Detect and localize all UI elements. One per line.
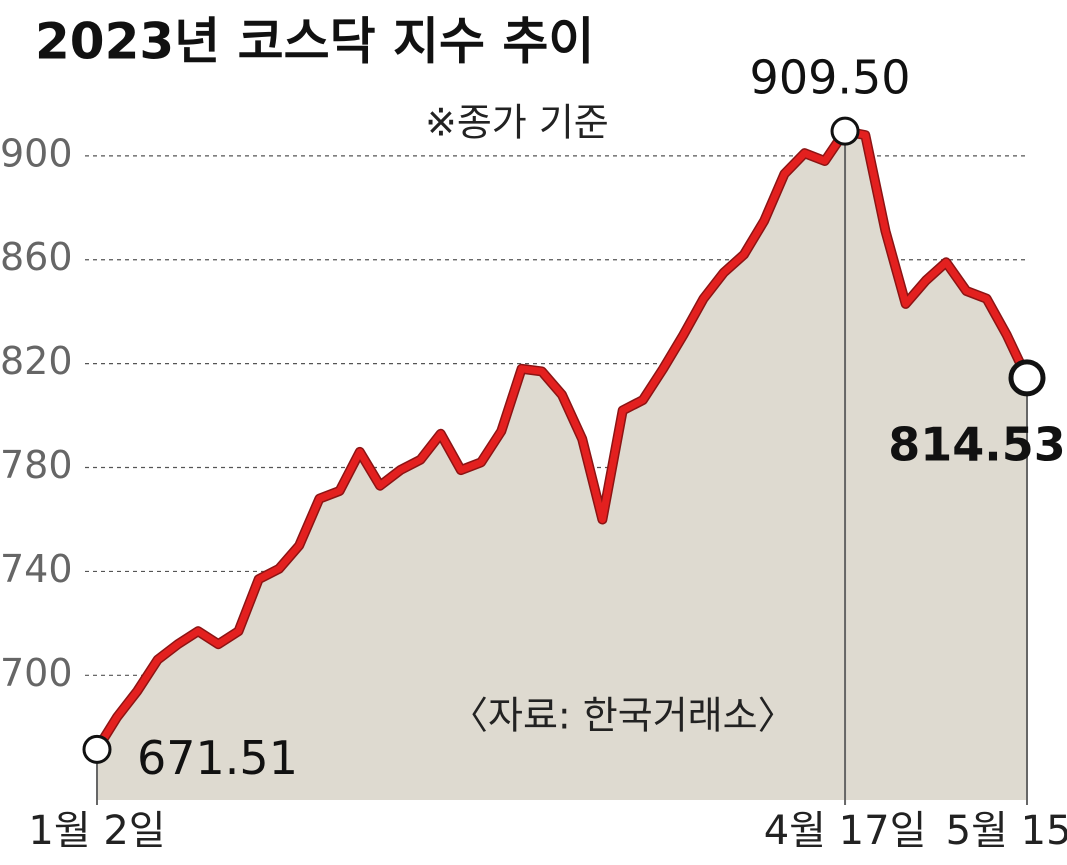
- y-tick-label: 900: [0, 131, 73, 175]
- chart-subtitle: ※종가 기준: [425, 101, 609, 145]
- value-label: 671.51: [137, 731, 298, 785]
- y-tick-label: 740: [0, 547, 73, 591]
- chart-title: 2023년 코스닥 지수 추이: [35, 13, 594, 71]
- line: [94, 127, 1031, 752]
- x-tick-label: 4월 17일: [764, 808, 927, 854]
- value-label: 814.53: [888, 417, 1066, 471]
- x-tick-label: 1월 2일: [28, 808, 165, 854]
- y-tick-label: 700: [0, 651, 73, 695]
- value-label: 909.50: [750, 51, 911, 105]
- y-tick-label: 820: [0, 339, 73, 383]
- y-tick-label: 780: [0, 443, 73, 487]
- area-fill: [97, 131, 1027, 800]
- y-tick-label: 860: [0, 235, 73, 279]
- x-tick-label: 5월 15일: [946, 808, 1067, 854]
- point-marker: [830, 116, 860, 146]
- point-marker: [82, 734, 112, 764]
- plot: 1월 2일 4월 17일 5월 15일 671.51 909.50 814.53: [28, 51, 1067, 854]
- source-note: 〈자료: 한국거래소〉: [450, 694, 796, 738]
- point-marker: [1008, 359, 1046, 397]
